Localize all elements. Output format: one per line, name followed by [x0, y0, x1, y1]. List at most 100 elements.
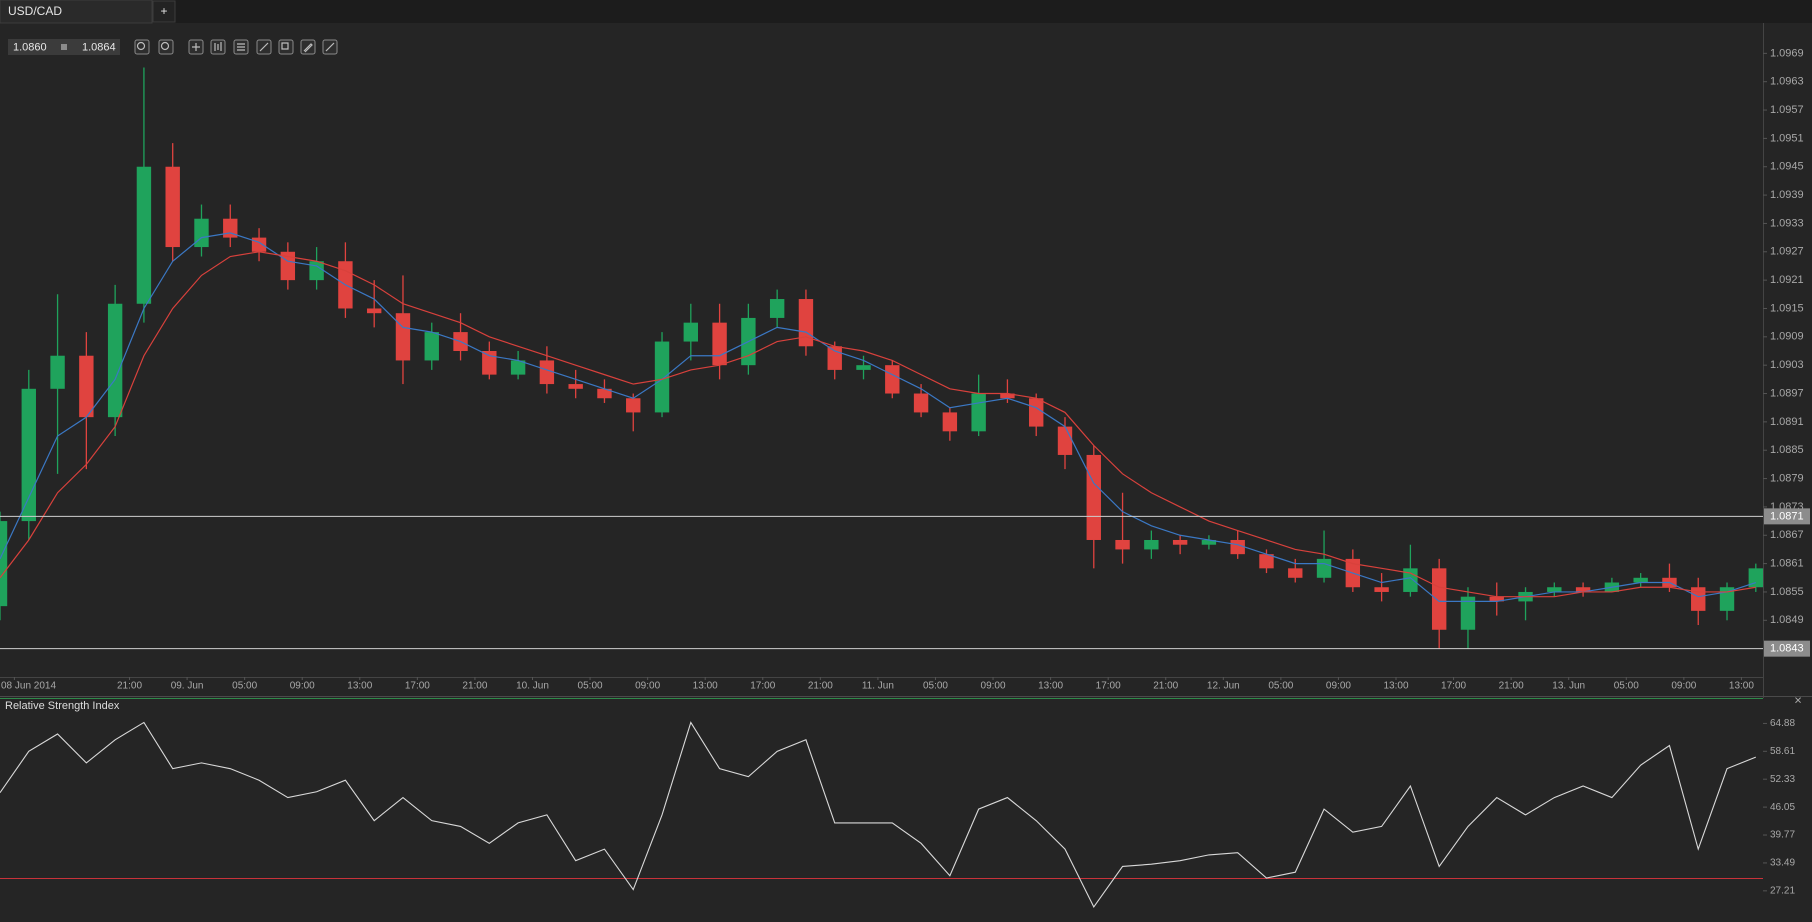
- candle-body: [856, 365, 871, 370]
- x-tick-label: 09:00: [635, 681, 660, 692]
- bid-price: 1.0860: [13, 41, 47, 53]
- objects[interactable]: [278, 39, 294, 55]
- price-axis-border: [1763, 23, 1764, 698]
- horizontal-line-label: 1.0871: [1770, 510, 1804, 522]
- candle-body: [971, 393, 986, 432]
- candle-body: [1691, 587, 1706, 611]
- x-tick-label: 12. Jun: [1207, 681, 1240, 692]
- candle-body: [482, 351, 497, 375]
- y-tick-label: 1.0879: [1770, 472, 1804, 484]
- x-tick-label: 05:00: [578, 681, 603, 692]
- candle-body: [827, 346, 842, 370]
- add-tab-button[interactable]: [152, 0, 176, 23]
- chart-type-glyph: [214, 42, 222, 51]
- x-tick-label: 05:00: [232, 681, 257, 692]
- panel-separator: [0, 696, 1812, 697]
- y-tick-label: 1.0939: [1770, 189, 1804, 201]
- rsi-top-line: [0, 698, 1763, 699]
- x-tick-label: 09. Jun: [171, 681, 204, 692]
- y-tick-label: 1.0891: [1770, 416, 1804, 428]
- candle-body: [1029, 398, 1044, 427]
- candle-body: [1316, 558, 1332, 578]
- rsi-line: [0, 721, 1757, 908]
- horizontal-line-label: 1.0843: [1770, 643, 1804, 655]
- candle-body: [769, 299, 785, 318]
- candle-body: [1575, 587, 1591, 592]
- candle-body: [626, 398, 641, 413]
- x-tick-label: 13:00: [347, 681, 372, 692]
- x-tick-label: 05:00: [1268, 681, 1293, 692]
- candle-body: [79, 355, 94, 418]
- moving-average: [0, 251, 1756, 598]
- timeframe-glyph: [192, 43, 200, 51]
- tab-bar: [0, 0, 1812, 23]
- y-tick-label: 1.0963: [1770, 76, 1804, 88]
- candle-body: [1547, 587, 1562, 592]
- x-tick-label: 13:00: [1383, 681, 1408, 692]
- candle-body: [194, 218, 209, 248]
- rsi-title: Relative Strength Index: [5, 700, 120, 712]
- candle-body: [1489, 596, 1504, 602]
- candle-body: [1374, 587, 1389, 592]
- x-axis-line: [0, 677, 1763, 678]
- candle-body: [0, 521, 8, 607]
- candle-body: [1172, 539, 1188, 545]
- y-tick-label: 58.61: [1770, 746, 1795, 757]
- draw-tool-glyph: [259, 42, 269, 52]
- toolbar-icons: [134, 39, 338, 55]
- x-tick-label: 09:00: [981, 681, 1006, 692]
- x-tick-label: 08 Jun 2014: [1, 681, 56, 692]
- add-tab-label[interactable]: +: [160, 4, 167, 18]
- y-tick-label: 1.0885: [1770, 444, 1804, 456]
- moving-average: [0, 232, 1756, 603]
- tab-title[interactable]: USD/CAD: [8, 4, 62, 18]
- spread-marker: [61, 44, 67, 50]
- candle-body: [942, 412, 958, 432]
- candle-body: [1633, 577, 1648, 583]
- y-tick-label: 1.0903: [1770, 359, 1804, 371]
- x-tick-label: 17:00: [750, 681, 775, 692]
- y-tick-label: 27.21: [1770, 885, 1795, 896]
- candle-body: [1288, 568, 1303, 578]
- x-tick-label: 09:00: [1671, 681, 1696, 692]
- candle-body: [165, 166, 180, 248]
- pencil-glyph: [325, 42, 335, 52]
- candle-body: [395, 313, 411, 361]
- x-tick-label: 21:00: [1499, 681, 1524, 692]
- indicators-glyph: [237, 43, 245, 51]
- candle-body: [568, 384, 583, 389]
- close-indicator[interactable]: ×: [1794, 692, 1802, 707]
- y-tick-label: 1.0951: [1770, 132, 1804, 144]
- candle-body: [597, 388, 612, 399]
- candle-body: [366, 308, 382, 314]
- tab[interactable]: [0, 0, 153, 24]
- candle-body: [1259, 554, 1274, 569]
- y-tick-label: 33.49: [1770, 858, 1795, 869]
- zoom-out-glyph: [136, 41, 146, 51]
- zoom-in-glyph: [160, 41, 170, 51]
- price-plot: [0, 67, 1763, 649]
- candle-body: [1230, 539, 1245, 555]
- x-tick-label: 05:00: [1614, 681, 1639, 692]
- x-tick-label: 21:00: [462, 681, 487, 692]
- x-tick-label: 11. Jun: [862, 681, 894, 692]
- x-tick-label: 13. Jun: [1552, 681, 1585, 692]
- horizontal-line-label-box: [1764, 508, 1810, 525]
- y-tick-label: 46.05: [1770, 802, 1795, 813]
- candle-body: [1115, 539, 1130, 550]
- candle-body: [798, 299, 814, 347]
- x-tick-label: 13:00: [1729, 681, 1754, 692]
- y-tick-label: 1.0855: [1770, 586, 1804, 598]
- edit-glyph: [303, 43, 313, 53]
- ask-price: 1.0864: [82, 41, 116, 53]
- x-tick-label: 09:00: [1326, 681, 1351, 692]
- candle-body: [1144, 539, 1159, 550]
- candle-body: [885, 365, 900, 394]
- candle-body: [1086, 454, 1101, 540]
- candle-body: [1431, 568, 1447, 630]
- candle-body: [107, 303, 123, 418]
- candle-body: [136, 166, 152, 304]
- x-tick-label: 21:00: [117, 681, 142, 692]
- y-tick-label: 1.0861: [1770, 558, 1804, 570]
